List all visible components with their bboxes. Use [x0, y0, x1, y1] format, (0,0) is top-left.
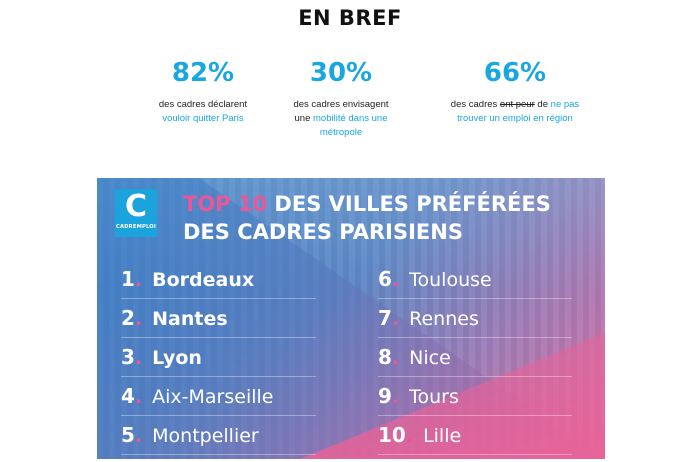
rank-number: 8	[378, 345, 392, 369]
ranking-row: 8. Nice	[378, 338, 572, 377]
ranking-row: 1. Bordeaux	[121, 260, 316, 299]
stat-desc-strike: ont peur	[499, 99, 535, 110]
stat-value: 66%	[483, 58, 547, 88]
stat-description: des cadres déclarent vouloir quitter Par…	[133, 98, 273, 126]
rank-dot: .	[391, 347, 400, 369]
stat-desc-line: une mobilité dans une	[271, 112, 411, 126]
ranking-row: 9. Tours	[378, 377, 572, 416]
stat-desc-line: des cadres déclarent	[158, 99, 248, 110]
stat-value: 82%	[171, 58, 235, 88]
stat-desc-text: une	[294, 113, 314, 124]
rank-number: 5	[121, 423, 135, 447]
rank-city: Rennes	[409, 308, 479, 330]
ranking-row: 3. Lyon	[121, 338, 316, 377]
rank-city: Toulouse	[409, 269, 492, 291]
cadremploi-logo: C CADREMPLOI	[115, 189, 157, 237]
ranking-row: 6. Toulouse	[378, 260, 572, 299]
logo-letter: C	[124, 189, 148, 224]
rank-number: 3	[121, 345, 135, 369]
headline-top10: TOP 10	[183, 192, 268, 216]
stat-value: 30%	[309, 58, 373, 88]
rank-number: 7	[378, 306, 392, 330]
ranking-row: 4. Aix-Marseille	[121, 377, 316, 416]
rank-number: 2	[121, 306, 135, 330]
rank-city: Tours	[409, 386, 459, 408]
stat-description: des cadres ont peur de ne pas trouver un…	[425, 98, 605, 126]
rank-number: 10	[378, 423, 406, 447]
headline-line1: DES VILLES PRÉFÉRÉES	[267, 192, 551, 216]
rank-number: 1	[121, 267, 135, 291]
rank-dot: .	[134, 269, 143, 291]
ranking-list-left: 1. Bordeaux 2. Nantes 3. Lyon 4. Aix-Marseil…	[121, 260, 316, 455]
rank-number: 9	[378, 384, 392, 408]
rank-city: Bordeaux	[152, 269, 255, 291]
rank-dot: .	[391, 386, 400, 408]
rank-city: Lyon	[152, 347, 202, 369]
rank-dot: .	[391, 269, 400, 291]
stat-desc-highlight: ne pas	[550, 99, 580, 110]
rank-dot: .	[134, 347, 143, 369]
rank-dot: .	[134, 425, 143, 447]
rank-dot: .	[134, 308, 143, 330]
rank-city: Nantes	[152, 308, 228, 330]
page-title: EN BREF	[298, 6, 402, 30]
rank-city: Nice	[409, 347, 451, 369]
stat-desc-text: de	[534, 99, 551, 110]
top10-banner: C CADREMPLOI TOP 10 DES VILLES PRÉFÉRÉES…	[97, 178, 605, 459]
stat-desc-line: des cadres ont peur de ne pas	[425, 98, 605, 112]
rank-number: 6	[378, 267, 392, 291]
ranking-row: 7. Rennes	[378, 299, 572, 338]
stat-desc-text: des cadres	[450, 99, 500, 110]
ranking-row: 5. Montpellier	[121, 416, 316, 455]
rank-number: 4	[121, 384, 135, 408]
stat-desc-highlight: trouver un emploi en région	[457, 113, 573, 124]
ranking-list-right: 6. Toulouse 7. Rennes 8. Nice 9. Tours 10. Li…	[378, 260, 572, 455]
stat-block-1: 82% des cadres déclarent vouloir quitter…	[133, 58, 273, 126]
stat-block-2: 30% des cadres envisagent une mobilité d…	[271, 58, 411, 140]
ranking-row: 2. Nantes	[121, 299, 316, 338]
ranking-row: 10. Lille	[378, 416, 572, 455]
stat-desc-highlight: mobilité dans une	[313, 113, 388, 124]
rank-city: Aix-Marseille	[152, 386, 274, 408]
stat-block-3: 66% des cadres ont peur de ne pas trouve…	[425, 58, 605, 126]
rank-dot: .	[391, 308, 400, 330]
rank-dot: .	[134, 386, 143, 408]
headline-line2: DES CADRES PARISIENS	[183, 220, 463, 244]
rank-city: Montpellier	[152, 425, 259, 447]
banner-headline: TOP 10 DES VILLES PRÉFÉRÉES DES CADRES P…	[183, 191, 551, 245]
rank-dot: .	[405, 425, 414, 447]
stat-desc-highlight: métropole	[319, 127, 363, 138]
stat-desc-line: des cadres envisagent	[293, 99, 389, 110]
rank-city: Lille	[423, 425, 462, 447]
stat-description: des cadres envisagent une mobilité dans …	[271, 98, 411, 140]
logo-brand: CADREMPLOI	[115, 224, 157, 230]
stat-desc-highlight: vouloir quitter Paris	[162, 113, 244, 124]
